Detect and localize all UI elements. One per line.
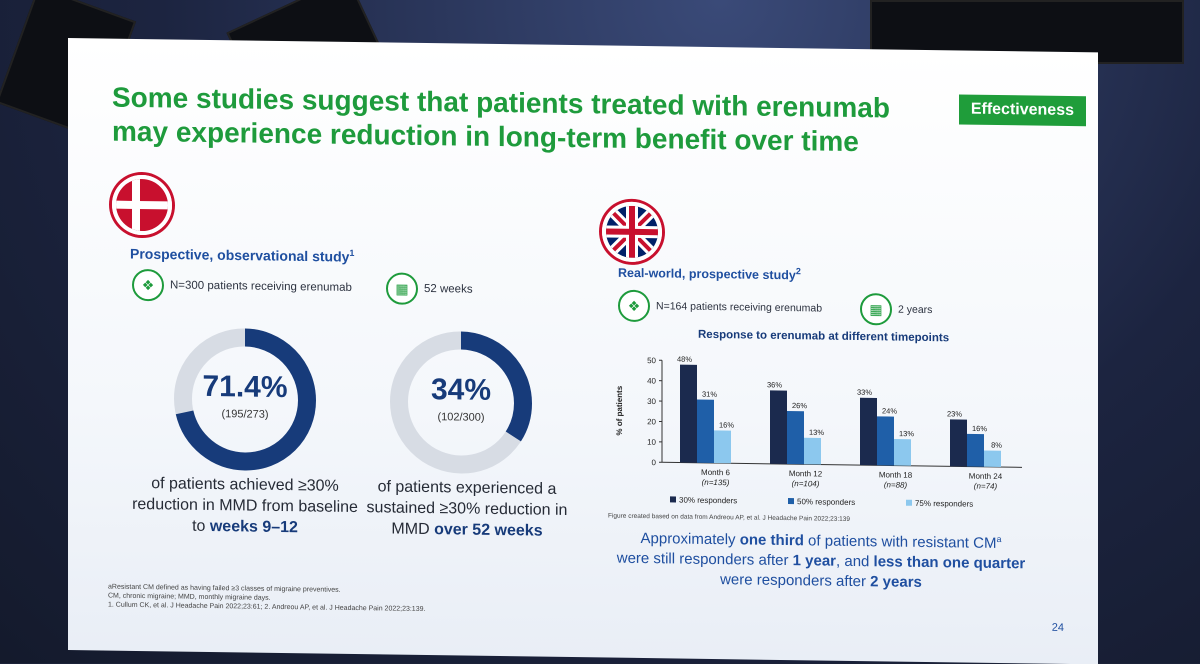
- effectiveness-tag: Effectiveness: [959, 94, 1086, 126]
- y-axis-label: % of patients: [615, 385, 624, 435]
- x-tick-n-label: (n=104): [792, 479, 820, 488]
- chart-title: Response to erenumab at different timepo…: [698, 329, 949, 345]
- bar: [697, 400, 714, 463]
- bar-data-label: 33%: [857, 388, 872, 397]
- left-patients-text: N=300 patients receiving erenumab: [170, 279, 352, 294]
- bar: [894, 439, 911, 466]
- bar-data-label: 13%: [899, 429, 914, 438]
- y-tick-label: 50: [647, 356, 656, 365]
- donut-chart-2: 34% (102/300): [386, 326, 536, 478]
- x-tick-label: Month 6: [701, 468, 730, 477]
- bar-data-label: 26%: [792, 401, 807, 410]
- page-number: 24: [1052, 622, 1064, 634]
- right-study-ref: 2: [796, 266, 801, 276]
- bar: [877, 416, 894, 465]
- bar-data-label: 23%: [947, 409, 962, 418]
- x-tick-label: Month 12: [789, 469, 823, 478]
- y-tick-label: 20: [647, 417, 656, 426]
- footnotes: aResistant CM defined as having failed ≥…: [108, 583, 668, 618]
- bar: [860, 398, 877, 466]
- right-duration-pill: ▦ 2 years: [860, 293, 932, 326]
- bar: [680, 365, 697, 463]
- uk-flag-icon: [602, 201, 662, 262]
- right-patients-pill: ❖ N=164 patients receiving erenumab: [618, 290, 822, 325]
- legend-swatch: [906, 500, 912, 506]
- y-tick-label: 0: [652, 458, 657, 467]
- legend-label: 75% responders: [915, 499, 973, 509]
- people-icon: ❖: [132, 269, 164, 301]
- summary-text: Approximately one third of patients with…: [616, 524, 1026, 595]
- y-tick-label: 30: [647, 397, 656, 406]
- legend-swatch: [670, 496, 676, 502]
- bar: [787, 411, 804, 464]
- bar-data-label: 13%: [809, 428, 824, 437]
- bar: [950, 419, 967, 466]
- donut-1-caption: of patients achieved ≥30% reduction in M…: [130, 473, 360, 539]
- x-tick-label: Month 24: [969, 472, 1003, 481]
- y-tick-label: 10: [647, 438, 656, 447]
- bar-data-label: 24%: [882, 406, 897, 415]
- right-study-heading: Real-world, prospective study2: [618, 264, 801, 283]
- people-icon: ❖: [618, 290, 650, 322]
- presentation-slide: Effectiveness Some studies suggest that …: [68, 38, 1098, 664]
- legend-label: 50% responders: [797, 497, 855, 507]
- left-duration-text: 52 weeks: [424, 283, 473, 296]
- x-tick-n-label: (n=135): [702, 478, 730, 487]
- bar: [804, 438, 821, 465]
- donut-2-fraction: (102/300): [386, 410, 536, 424]
- bar: [984, 450, 1001, 467]
- bar: [967, 434, 984, 467]
- x-tick-n-label: (n=88): [884, 480, 908, 489]
- donut-2-value: 34%: [386, 372, 536, 408]
- donut-chart-1: 71.4% (195/273): [170, 323, 320, 475]
- y-tick-label: 40: [647, 376, 656, 385]
- donut-2-caption: of patients experienced a sustained ≥30%…: [358, 476, 576, 542]
- bar-data-label: 16%: [972, 424, 987, 433]
- right-duration-text: 2 years: [898, 304, 932, 316]
- bar: [770, 390, 787, 464]
- calendar-icon: ▦: [386, 272, 418, 304]
- bar-chart: % of patients 0 10 20 30 40 50 48% 31% 16% Month 6…: [608, 344, 1028, 520]
- donut-1-value: 71.4%: [170, 369, 320, 405]
- denmark-flag-icon: [112, 175, 172, 236]
- right-patients-text: N=164 patients receiving erenumab: [656, 300, 822, 314]
- legend-label: 30% responders: [679, 496, 737, 506]
- donut-1-fraction: (195/273): [170, 407, 320, 421]
- bar-data-label: 31%: [702, 390, 717, 399]
- x-tick-label: Month 18: [879, 470, 913, 479]
- bar-data-label: 16%: [719, 420, 734, 429]
- slide-title: Some studies suggest that patients treat…: [112, 81, 972, 161]
- calendar-icon: ▦: [860, 293, 892, 325]
- bar-data-label: 8%: [991, 441, 1002, 450]
- bar-data-label: 48%: [677, 355, 692, 364]
- legend-swatch: [788, 498, 794, 504]
- left-study-heading: Prospective, observational study1: [130, 245, 354, 265]
- left-study-ref: 1: [349, 248, 354, 258]
- left-patients-pill: ❖ N=300 patients receiving erenumab: [132, 269, 352, 304]
- bar-data-label: 36%: [767, 380, 782, 389]
- bar: [714, 430, 731, 463]
- left-duration-pill: ▦ 52 weeks: [386, 272, 473, 305]
- x-tick-n-label: (n=74): [974, 482, 998, 491]
